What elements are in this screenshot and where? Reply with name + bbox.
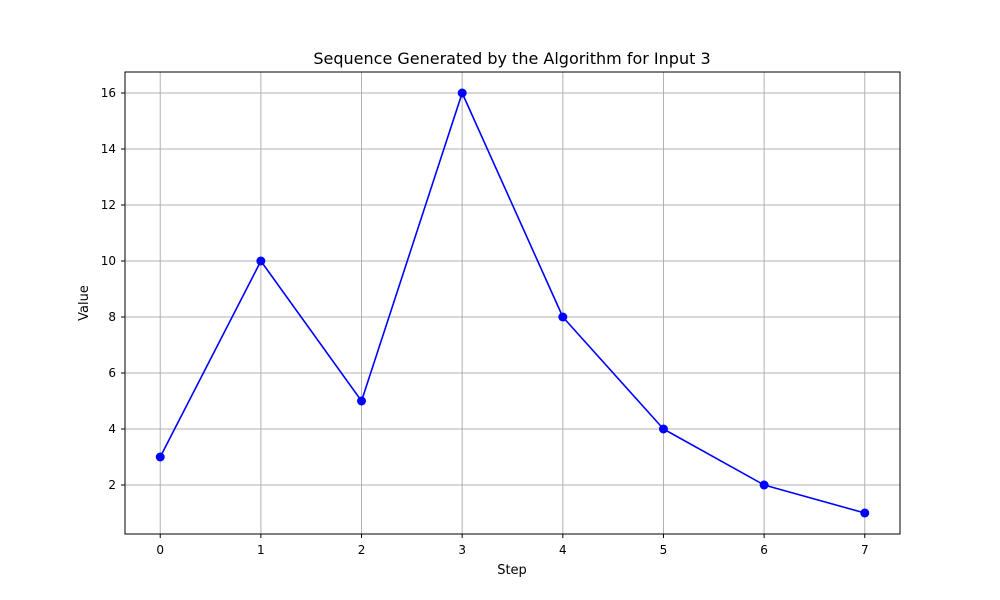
- series-line: [159, 92, 865, 514]
- y-axis-label: Value: [77, 285, 92, 321]
- y-tick-label: 12: [101, 198, 116, 212]
- x-tick-label: 1: [257, 543, 265, 557]
- data-point: [658, 424, 668, 434]
- y-tick-label: 8: [108, 310, 116, 324]
- y-tick-label: 6: [108, 366, 116, 380]
- plot-area-frame: [124, 71, 901, 535]
- data-point: [155, 452, 165, 462]
- data-point: [759, 480, 769, 490]
- data-point: [558, 312, 568, 322]
- y-tick-label: 14: [101, 142, 116, 156]
- data-point: [256, 256, 266, 266]
- data-point: [860, 508, 870, 518]
- y-tick-label: 4: [108, 422, 116, 436]
- x-tick-label: 7: [861, 543, 869, 557]
- x-tick-label: 4: [559, 543, 567, 557]
- data-point: [357, 396, 367, 406]
- x-tick-label: 0: [156, 543, 164, 557]
- data-point: [457, 88, 467, 98]
- x-tick-label: 5: [660, 543, 668, 557]
- y-tick-label: 2: [108, 478, 116, 492]
- chart-title: Sequence Generated by the Algorithm for …: [313, 49, 710, 68]
- x-axis-label: Step: [497, 563, 527, 578]
- x-tick-label: 2: [358, 543, 366, 557]
- series-layer: [155, 88, 870, 518]
- x-tick-label: 3: [458, 543, 466, 557]
- y-tick-label: 10: [101, 254, 116, 268]
- y-tick-label: 16: [101, 86, 116, 100]
- x-tick-label: 6: [760, 543, 768, 557]
